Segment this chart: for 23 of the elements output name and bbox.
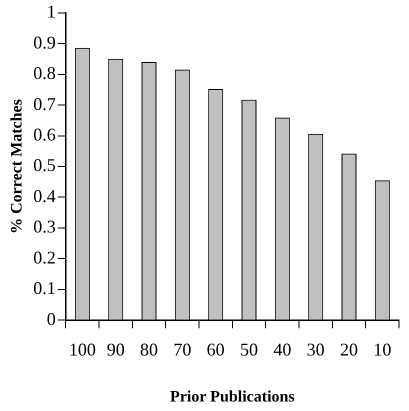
x-axis-title: Prior Publications <box>170 388 295 406</box>
x-tick-label: 80 <box>140 340 158 360</box>
x-tick-label: 30 <box>306 340 325 360</box>
x-tick-label: 70 <box>173 340 192 360</box>
y-tick-label: 0.5 <box>33 155 56 176</box>
y-axis-title: % Correct Matches <box>8 99 26 234</box>
x-tick-label: 10 <box>373 340 392 360</box>
x-tick-label: 50 <box>240 340 258 360</box>
x-tick-label: 40 <box>273 340 292 360</box>
y-tick-label: 0.9 <box>33 32 56 52</box>
x-tick-label: 20 <box>340 340 358 360</box>
y-tick-label: 1 <box>46 2 56 22</box>
y-tick-label: 0.8 <box>33 63 56 84</box>
x-tick-label: 100 <box>68 340 96 360</box>
y-tick-label: 0.2 <box>33 247 56 268</box>
y-tick-label: 0.6 <box>33 124 56 144</box>
y-tick-label: 0 <box>46 308 56 329</box>
y-tick-label: 0.3 <box>33 216 56 237</box>
x-tick-label: 90 <box>106 340 125 360</box>
y-tick-label: 0.1 <box>33 278 56 298</box>
y-tick-label: 0.4 <box>33 186 56 206</box>
x-tick-label: 60 <box>206 340 225 360</box>
y-tick-label: 0.7 <box>33 94 56 114</box>
